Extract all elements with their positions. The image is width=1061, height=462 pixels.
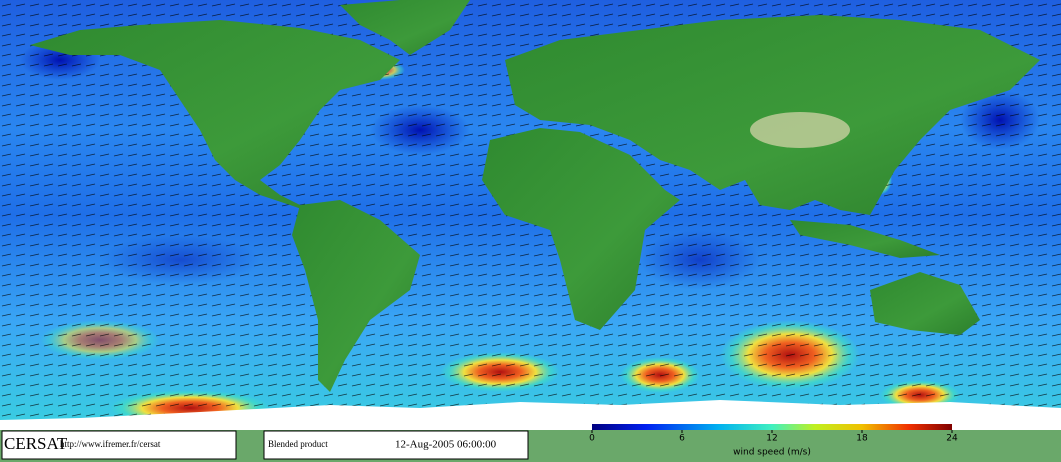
tick-label: 12	[766, 434, 777, 444]
colorbar-label: wind speed (m/s)	[733, 448, 811, 458]
tick-label: 24	[946, 434, 958, 444]
product-date: 12-Aug-2005 06:00:00	[395, 439, 497, 451]
tick-label: 18	[856, 434, 868, 444]
logo-box	[1, 430, 237, 460]
logo: CERSAT	[4, 434, 68, 453]
tick-label: 6	[679, 434, 685, 444]
tick-label: 0	[589, 434, 595, 444]
colorbar-ticks: 0 6 12 18 24	[589, 430, 958, 444]
product-box	[263, 430, 529, 460]
plateau	[750, 112, 850, 148]
colorbar	[592, 424, 952, 430]
antarctica	[0, 400, 1061, 430]
url: http://www.ifremer.fr/cersat	[60, 439, 161, 449]
product-name: Blended product	[268, 439, 328, 449]
